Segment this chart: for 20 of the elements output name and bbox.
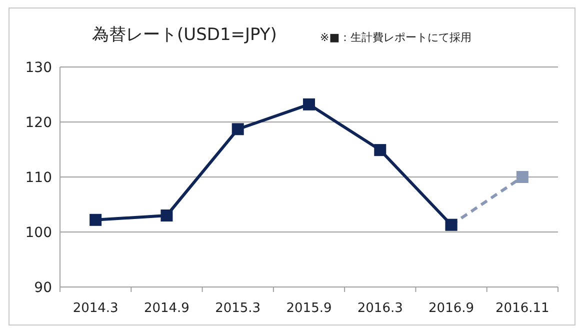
y-tick-label: 90: [34, 280, 52, 296]
x-tick-label: 2016.9: [428, 301, 474, 316]
y-tick-label: 130: [25, 60, 52, 76]
point: [374, 144, 386, 156]
point: [160, 210, 173, 222]
point: [90, 214, 102, 226]
x-tick-label: 2015.3: [215, 301, 261, 316]
point: [516, 171, 528, 183]
y-tick-label: 120: [25, 115, 52, 131]
y-tick-label: 110: [25, 170, 52, 186]
x-tick-label: 2016.11: [496, 301, 550, 316]
y-tick-label: 100: [25, 225, 52, 241]
x-tick-label: 2016.3: [357, 301, 403, 316]
point: [232, 123, 244, 136]
text: ※■：生計費レポートにて採用: [320, 31, 472, 44]
chart-title: 為替レート(USD1=JPY): [92, 25, 277, 45]
x-tick-label: 2014.9: [144, 301, 190, 316]
point: [303, 98, 315, 110]
x-tick-label: 2014.3: [72, 301, 118, 316]
x-tick-label: 2015.9: [286, 301, 332, 316]
